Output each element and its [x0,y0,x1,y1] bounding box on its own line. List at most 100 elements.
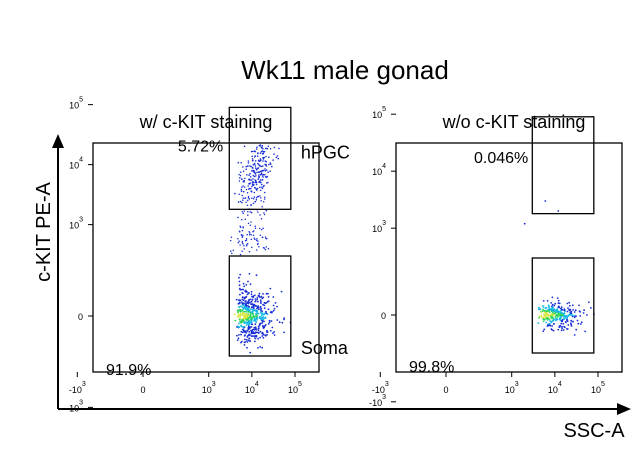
event-dot [579,323,582,325]
event-dot [273,153,275,155]
event-dot [257,178,260,181]
event-dot [580,321,583,324]
event-dot [247,160,250,162]
event-dot [257,329,260,331]
event-dot [267,145,270,148]
event-dot [254,328,257,331]
event-dot [258,176,261,178]
event-dot [263,316,265,319]
event-dot [276,305,278,308]
event-dot [563,308,566,311]
event-dot [551,296,554,299]
event-dot [269,287,272,290]
event-dot [240,190,243,193]
event-dot [551,325,553,327]
event-dot [247,195,250,198]
event-dot [255,274,258,277]
event-dot [254,181,257,184]
gate-soma: 91.9% Soma [106,255,349,379]
event-dot [250,150,253,153]
x-axis-label: SSC-A [563,420,625,442]
event-dot [559,313,561,315]
event-dot [263,191,266,194]
event-dot [278,147,280,150]
event-dot [250,293,253,296]
event-dot [255,181,258,184]
event-dot [249,176,252,178]
event-dot [259,346,262,348]
event-dot [584,330,586,333]
event-dot [259,152,262,154]
x-tick-label: -103 [372,381,389,395]
event-dot [543,318,546,321]
event-dot [538,315,541,318]
event-dot [264,176,267,178]
gate-hpgc: 5.72% hPGC [178,106,350,210]
event-dot [549,324,552,327]
event-dot [255,168,258,171]
event-dot [242,288,245,291]
event-dot [247,334,249,337]
event-dot [230,250,232,252]
event-dot [253,171,255,174]
event-dot [233,313,236,316]
event-dot [245,188,248,191]
event-dot [267,171,269,173]
event-dot [262,336,265,339]
event-dot [241,201,243,204]
event-dot [251,323,254,326]
event-dot [261,153,264,155]
event-dot [259,322,262,325]
event-dot [252,150,254,153]
event-dot [245,201,247,203]
event-dot [262,160,264,162]
event-dot [253,304,256,307]
event-dot [242,166,244,168]
event-dot [242,308,245,310]
event-dot [542,308,544,311]
event-dot [246,191,249,194]
event-dot [268,321,271,324]
event-dot [540,311,543,314]
gate-rect [228,255,292,357]
event-dot [262,303,264,306]
event-dot [247,197,250,199]
event-dot [257,327,260,330]
event-dot [236,309,239,312]
event-dot [268,163,270,166]
event-dot [239,244,241,246]
event-dot [267,181,269,184]
event-dot [548,318,551,320]
event-dot [261,322,264,324]
event-dot [250,203,252,206]
y-tick-label: -103 [66,399,83,413]
gates: 5.72% hPGC 91.9% Soma [106,106,350,379]
tick-exponent: 5 [79,97,83,104]
event-dot [241,186,243,188]
event-dot [242,299,245,302]
event-dot [551,317,553,320]
event-dot [264,334,267,337]
y-tick-label: 0 [78,312,83,322]
event-dot [259,145,261,147]
event-dot [283,331,285,334]
event-dot [570,323,572,326]
event-dot [238,284,241,287]
event-dot [259,195,261,197]
event-dots [229,144,292,354]
tick-exponent: 5 [601,381,605,388]
event-dot [547,304,550,307]
event-dot [260,312,262,314]
event-dot [262,246,265,249]
event-dot [238,193,240,195]
event-dot [251,316,254,319]
event-dot [239,200,242,203]
event-dot [250,233,252,236]
event-dot [259,214,261,216]
event-dot [242,197,244,199]
event-dot [245,310,248,313]
event-dot [550,313,553,315]
event-dot [568,309,571,312]
event-dot [547,318,549,321]
event-dot [556,313,559,316]
